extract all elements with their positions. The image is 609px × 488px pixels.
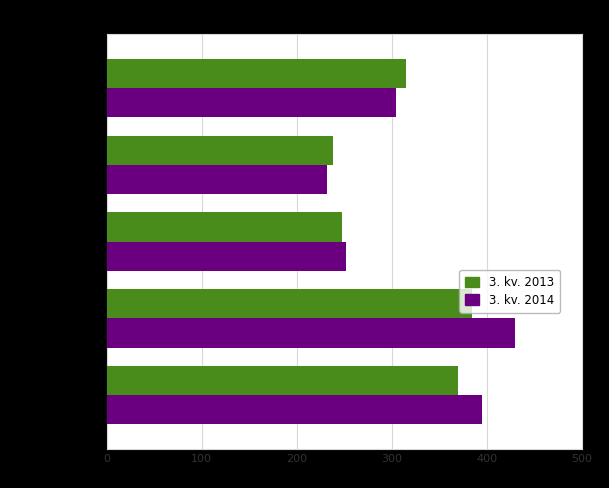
Bar [107,59,406,88]
Bar [107,212,342,242]
Bar [107,242,346,271]
Legend: 3. kv. 2013, 3. kv. 2014: 3. kv. 2013, 3. kv. 2014 [459,270,560,313]
Bar [107,366,458,395]
Bar [107,395,482,425]
Bar [107,136,333,165]
Bar [107,165,327,194]
Bar [107,88,396,117]
Bar [107,289,473,318]
Bar [107,318,515,347]
